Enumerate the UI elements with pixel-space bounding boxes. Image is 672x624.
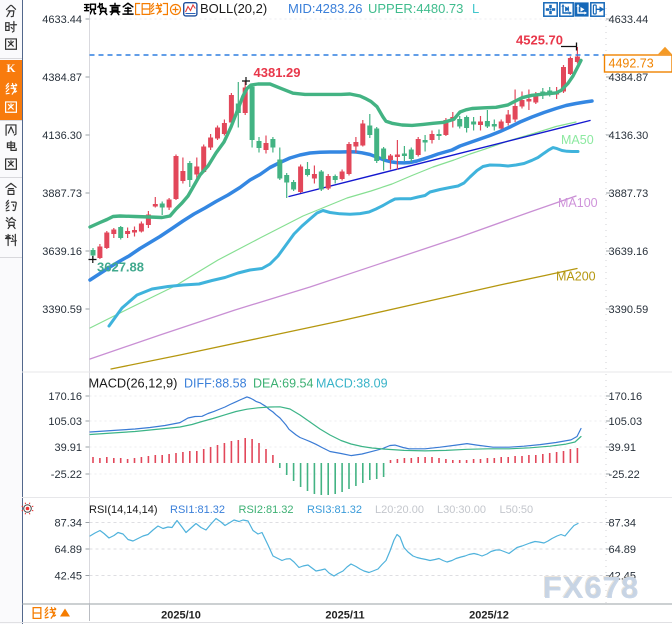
svg-text:87.34: 87.34: [54, 518, 82, 530]
svg-text:4633.44: 4633.44: [42, 14, 82, 26]
svg-text:39.91: 39.91: [609, 442, 637, 454]
svg-text:2025/12: 2025/12: [469, 610, 509, 622]
svg-text:3639.16: 3639.16: [42, 246, 82, 258]
svg-text:3390.59: 3390.59: [609, 304, 649, 316]
svg-text:MA200: MA200: [556, 270, 596, 284]
svg-text:87.34: 87.34: [609, 518, 637, 530]
svg-text:DIFF:88.58: DIFF:88.58: [184, 377, 247, 391]
svg-text:L30:30.00: L30:30.00: [437, 504, 486, 516]
svg-text:2025/11: 2025/11: [325, 610, 364, 622]
svg-text:170.16: 170.16: [609, 391, 643, 403]
svg-text:MACD(26,12,9): MACD(26,12,9): [89, 376, 178, 391]
svg-text:64.89: 64.89: [54, 544, 82, 556]
svg-text:-25.22: -25.22: [609, 469, 640, 481]
svg-text:MA100: MA100: [558, 196, 598, 210]
svg-text:42.45: 42.45: [54, 571, 82, 583]
svg-text:DEA:69.54: DEA:69.54: [253, 377, 314, 391]
svg-text:RSI2:81.32: RSI2:81.32: [239, 504, 294, 516]
svg-text:3390.59: 3390.59: [42, 304, 82, 316]
svg-text:4136.30: 4136.30: [42, 130, 82, 142]
svg-text:4381.29: 4381.29: [254, 65, 301, 80]
svg-text:105.03: 105.03: [48, 416, 82, 428]
svg-text:39.91: 39.91: [54, 442, 82, 454]
svg-text:MACD:38.09: MACD:38.09: [316, 377, 388, 391]
svg-text:4492.73: 4492.73: [609, 57, 654, 71]
svg-text:RSI1:81.32: RSI1:81.32: [170, 504, 225, 516]
svg-text:170.16: 170.16: [48, 391, 82, 403]
svg-text:4384.87: 4384.87: [609, 72, 649, 84]
svg-text:MA50: MA50: [561, 133, 594, 147]
svg-text:L50:50: L50:50: [500, 504, 534, 516]
svg-text:4384.87: 4384.87: [42, 72, 82, 84]
svg-text:42.45: 42.45: [609, 571, 637, 583]
svg-text:FX678: FX678: [543, 570, 639, 605]
svg-text:3887.73: 3887.73: [42, 188, 82, 200]
svg-text:3639.16: 3639.16: [609, 246, 649, 258]
svg-text:3627.88: 3627.88: [97, 260, 144, 275]
svg-text:4136.30: 4136.30: [609, 130, 649, 142]
svg-text:4525.70: 4525.70: [516, 33, 563, 48]
svg-text:64.89: 64.89: [609, 544, 637, 556]
svg-text:FX678: FX678: [543, 570, 639, 605]
svg-text:4633.44: 4633.44: [609, 14, 649, 26]
svg-text:RSI(14,14,14): RSI(14,14,14): [89, 504, 157, 516]
svg-text:2025/10: 2025/10: [161, 610, 201, 622]
svg-text:105.03: 105.03: [609, 416, 643, 428]
svg-text:L20:20.00: L20:20.00: [375, 504, 424, 516]
svg-text:3887.73: 3887.73: [609, 188, 649, 200]
svg-text:-25.22: -25.22: [51, 469, 82, 481]
svg-text:RSI3:81.32: RSI3:81.32: [307, 504, 362, 516]
svg-text:FX678: FX678: [542, 569, 638, 604]
